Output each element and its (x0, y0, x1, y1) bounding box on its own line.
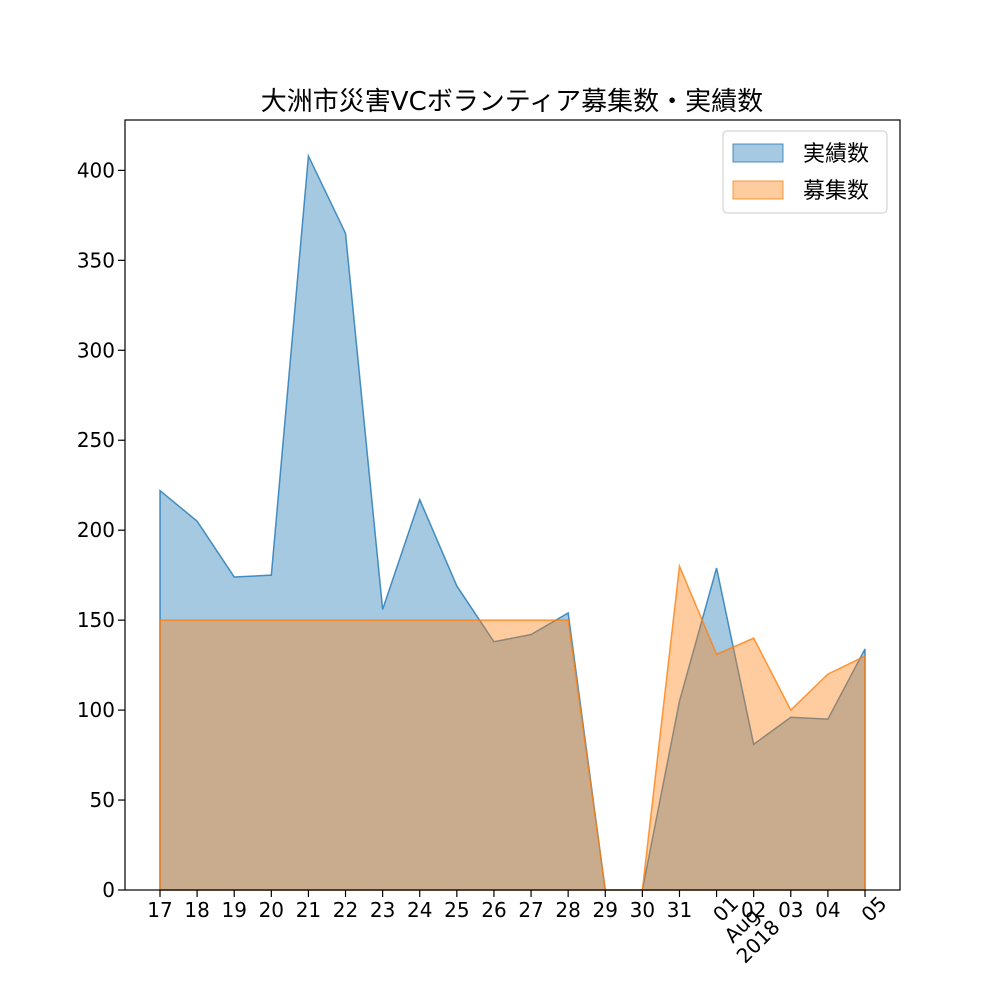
x-tick-label: 03 (778, 898, 803, 922)
x-tick-label: 04 (815, 898, 840, 922)
x-tick-label: 19 (221, 898, 246, 922)
x-tick-label: 23 (370, 898, 395, 922)
x-tick-label: 27 (518, 898, 543, 922)
y-tick-label: 350 (77, 248, 115, 272)
legend-label: 募集数 (803, 179, 869, 204)
x-tick-label: 02 (741, 898, 766, 922)
x-axis: 17 18 19 20 21 22 23 24 25 26 27 28 29 30 31 01Aug20180… (147, 882, 891, 968)
legend-swatch (732, 143, 784, 163)
y-tick-label: 100 (77, 698, 115, 722)
x-tick-label: 18 (184, 898, 209, 922)
y-tick-label: 150 (77, 608, 115, 632)
chart-title: 大洲市災害VCボランティア募集数・実績数 (261, 87, 763, 117)
legend-swatch (732, 180, 784, 200)
x-tick-label: 21 (296, 898, 321, 922)
x-tick-label-rotated: 05 (856, 891, 891, 926)
area-series-1 (159, 563, 866, 891)
x-tick-label-rotated: 01Aug2018 (699, 882, 784, 967)
x-tick-label: 22 (333, 898, 358, 922)
y-tick-label: 200 (77, 518, 115, 542)
plot-frame (124, 119, 901, 891)
y-tick-label: 250 (77, 428, 115, 452)
x-tick-label: 28 (555, 898, 580, 922)
y-tick-label: 0 (102, 878, 115, 902)
x-tick-label: 31 (667, 898, 692, 922)
x-tick-label: 24 (407, 898, 432, 922)
area-series-0 (159, 153, 866, 891)
y-tick-label: 400 (77, 158, 115, 182)
legend-box (722, 130, 888, 214)
y-tick-label: 300 (77, 338, 115, 362)
legend-label: 実績数 (803, 142, 869, 167)
x-tick-label: 30 (630, 898, 655, 922)
x-tick-label: 25 (444, 898, 469, 922)
y-tick-label: 50 (90, 788, 115, 812)
series-areas (159, 153, 866, 891)
x-tick-label: 29 (593, 898, 618, 922)
x-tick-label: 26 (481, 898, 506, 922)
x-tick-label: 20 (259, 898, 284, 922)
x-tick-label: 17 (147, 898, 172, 922)
y-axis: 0 50 100 150 200 250 300 350 400 (77, 158, 125, 902)
